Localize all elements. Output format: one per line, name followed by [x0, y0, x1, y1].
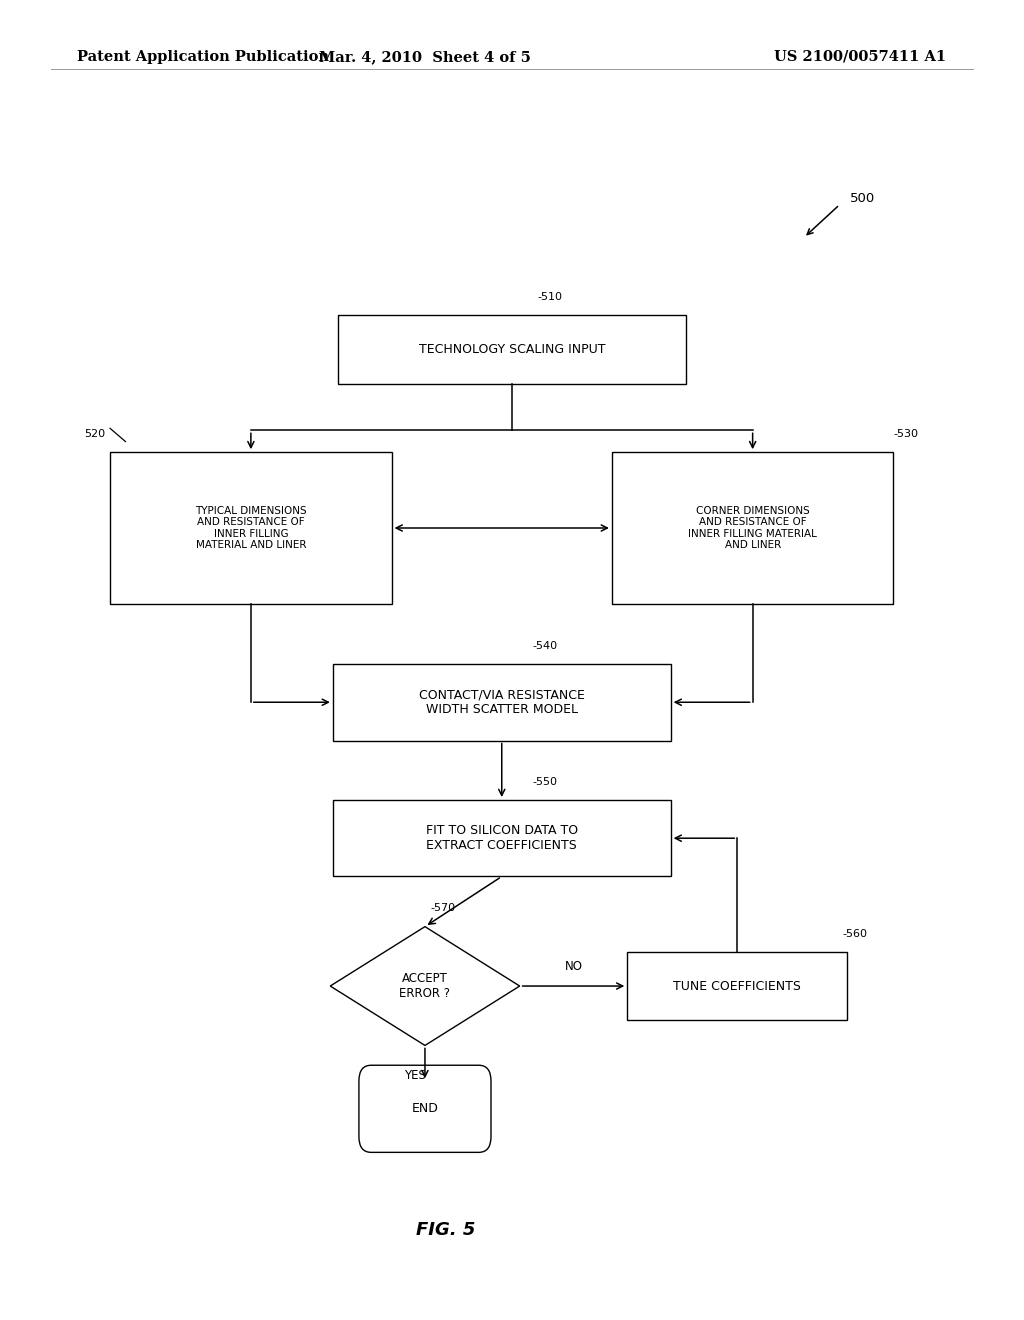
Text: TUNE COEFFICIENTS: TUNE COEFFICIENTS: [674, 979, 801, 993]
Text: FIT TO SILICON DATA TO
EXTRACT COEFFICIENTS: FIT TO SILICON DATA TO EXTRACT COEFFICIE…: [426, 824, 578, 853]
FancyBboxPatch shape: [611, 451, 893, 605]
Text: CORNER DIMENSIONS
AND RESISTANCE OF
INNER FILLING MATERIAL
AND LINER: CORNER DIMENSIONS AND RESISTANCE OF INNE…: [688, 506, 817, 550]
FancyBboxPatch shape: [110, 451, 391, 605]
Text: YES: YES: [403, 1069, 426, 1082]
Text: -570: -570: [430, 903, 456, 913]
Text: CONTACT/VIA RESISTANCE
WIDTH SCATTER MODEL: CONTACT/VIA RESISTANCE WIDTH SCATTER MOD…: [419, 688, 585, 717]
Text: END: END: [412, 1102, 438, 1115]
FancyBboxPatch shape: [338, 315, 686, 384]
Text: NO: NO: [564, 960, 583, 973]
Text: -510: -510: [538, 292, 562, 302]
Text: 520: 520: [84, 429, 104, 438]
FancyBboxPatch shape: [333, 664, 671, 741]
Text: -530: -530: [893, 429, 919, 438]
Polygon shape: [330, 927, 519, 1045]
FancyBboxPatch shape: [627, 952, 847, 1020]
Text: TECHNOLOGY SCALING INPUT: TECHNOLOGY SCALING INPUT: [419, 343, 605, 356]
Text: FIG. 5: FIG. 5: [416, 1221, 475, 1239]
Text: TYPICAL DIMENSIONS
AND RESISTANCE OF
INNER FILLING
MATERIAL AND LINER: TYPICAL DIMENSIONS AND RESISTANCE OF INN…: [195, 506, 307, 550]
Text: Mar. 4, 2010  Sheet 4 of 5: Mar. 4, 2010 Sheet 4 of 5: [319, 50, 530, 63]
FancyBboxPatch shape: [333, 800, 671, 876]
Text: ACCEPT
ERROR ?: ACCEPT ERROR ?: [399, 972, 451, 1001]
Text: US 2100/0057411 A1: US 2100/0057411 A1: [774, 50, 946, 63]
FancyBboxPatch shape: [358, 1065, 492, 1152]
Text: -560: -560: [842, 928, 867, 939]
Text: -540: -540: [532, 640, 558, 651]
Text: Patent Application Publication: Patent Application Publication: [77, 50, 329, 63]
Text: -550: -550: [532, 776, 557, 787]
Text: 500: 500: [850, 191, 876, 205]
